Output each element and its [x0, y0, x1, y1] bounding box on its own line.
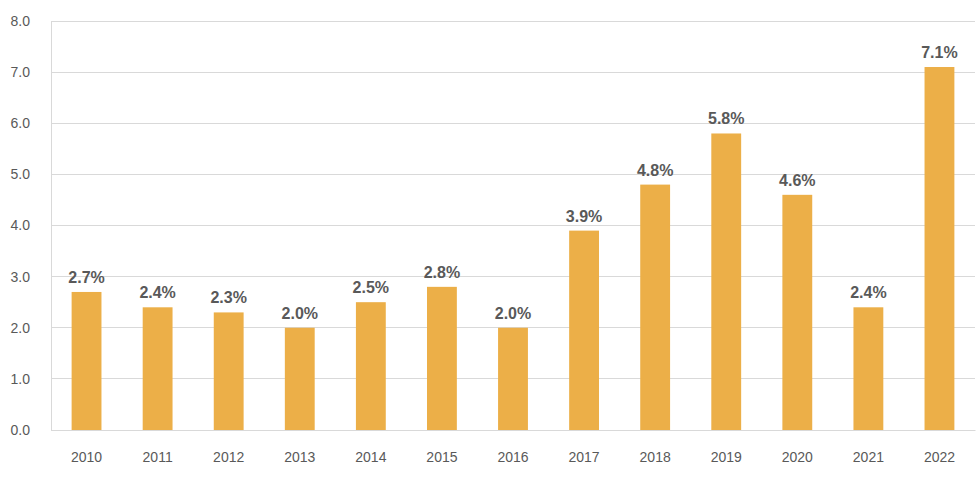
bar — [143, 307, 173, 430]
x-tick: 2011 — [143, 430, 173, 465]
y-tick-label: 5.0 — [11, 166, 31, 182]
x-tick-label: 2015 — [426, 449, 457, 465]
y-tick: 0.0 — [11, 422, 51, 438]
data-label: 2.3% — [210, 289, 246, 306]
x-tick: 2020 — [782, 430, 813, 465]
y-tick: 5.0 — [11, 166, 51, 182]
x-tick-label: 2022 — [924, 449, 955, 465]
y-tick: 6.0 — [11, 115, 51, 131]
y-tick-label: 1.0 — [11, 371, 31, 387]
y-tick-label: 0.0 — [11, 422, 31, 438]
x-tick-label: 2017 — [568, 449, 599, 465]
bar — [72, 292, 102, 430]
x-tick: 2016 — [497, 430, 528, 465]
bar — [925, 67, 955, 430]
x-tick-label: 2010 — [71, 449, 102, 465]
y-tick: 1.0 — [11, 371, 51, 387]
bar — [853, 307, 883, 430]
x-tick-label: 2021 — [853, 449, 884, 465]
data-label: 2.7% — [68, 269, 104, 286]
bar — [569, 231, 599, 430]
grid-line — [51, 123, 975, 124]
y-tick-label: 3.0 — [11, 269, 31, 285]
x-axis: 2010 2011 2012 2013 2014 2015 2016 2017 2018 2019… — [52, 430, 976, 465]
x-tick: 2018 — [640, 430, 671, 465]
x-tick-label: 2011 — [143, 449, 173, 465]
y-tick: 8.0 — [11, 13, 51, 29]
x-tick-label: 2014 — [355, 449, 386, 465]
x-tick: 2022 — [924, 430, 955, 465]
grid-line — [51, 276, 975, 277]
data-label: 2.0% — [495, 305, 531, 322]
x-tick: 2021 — [853, 430, 884, 465]
data-labels: 2.7% 2.4% 2.3% 2.0% 2.5% 2.8% 2.0% 3.9% 4.8% 5.8%… — [68, 44, 957, 322]
x-axis-line — [52, 430, 976, 431]
x-tick-label: 2012 — [213, 449, 244, 465]
data-label: 4.6% — [779, 172, 815, 189]
grid-line — [51, 21, 975, 22]
bar — [285, 328, 315, 430]
data-label: 4.8% — [637, 162, 673, 179]
y-tick-label: 6.0 — [11, 115, 31, 131]
bar — [711, 133, 741, 430]
y-tick: 7.0 — [11, 64, 51, 80]
data-label: 2.8% — [424, 264, 460, 281]
bar — [356, 302, 386, 430]
bar — [214, 312, 244, 430]
data-label: 3.9% — [566, 208, 602, 225]
data-label: 2.5% — [353, 279, 389, 296]
y-tick: 2.0 — [11, 320, 51, 336]
data-label: 2.4% — [850, 284, 886, 301]
data-label: 2.0% — [282, 305, 318, 322]
chart: 0.01.02.03.04.05.06.07.08.02010201120122… — [0, 0, 980, 483]
y-axis-line — [51, 22, 52, 431]
bar — [782, 195, 812, 430]
y-tick-label: 8.0 — [11, 13, 31, 29]
x-tick-label: 2018 — [640, 449, 671, 465]
x-tick: 2013 — [284, 430, 315, 465]
y-tick-label: 4.0 — [11, 217, 31, 233]
x-tick: 2014 — [355, 430, 386, 465]
bar — [498, 328, 528, 430]
data-label: 2.4% — [139, 284, 175, 301]
y-axis: 0.0 1.0 2.0 3.0 4.0 5.0 6.0 7.0 8.0 — [11, 13, 52, 438]
y-tick-label: 2.0 — [11, 320, 31, 336]
x-tick-label: 2020 — [782, 449, 813, 465]
x-tick: 2012 — [213, 430, 244, 465]
y-tick: 3.0 — [11, 269, 51, 285]
x-tick-label: 2013 — [284, 449, 315, 465]
grid-line — [51, 72, 975, 73]
x-tick: 2010 — [71, 430, 102, 465]
x-tick: 2017 — [568, 430, 599, 465]
y-tick-label: 7.0 — [11, 64, 31, 80]
grid-line — [51, 174, 975, 175]
grid — [51, 21, 975, 430]
x-tick: 2019 — [711, 430, 742, 465]
x-tick: 2015 — [426, 430, 457, 465]
grid-line — [51, 225, 975, 226]
bar — [640, 185, 670, 430]
x-tick-label: 2019 — [711, 449, 742, 465]
bars — [72, 67, 955, 430]
y-tick: 4.0 — [11, 217, 51, 233]
bar — [427, 287, 457, 430]
x-tick-label: 2016 — [497, 449, 528, 465]
data-label: 7.1% — [921, 44, 957, 61]
data-label: 5.8% — [708, 110, 744, 127]
